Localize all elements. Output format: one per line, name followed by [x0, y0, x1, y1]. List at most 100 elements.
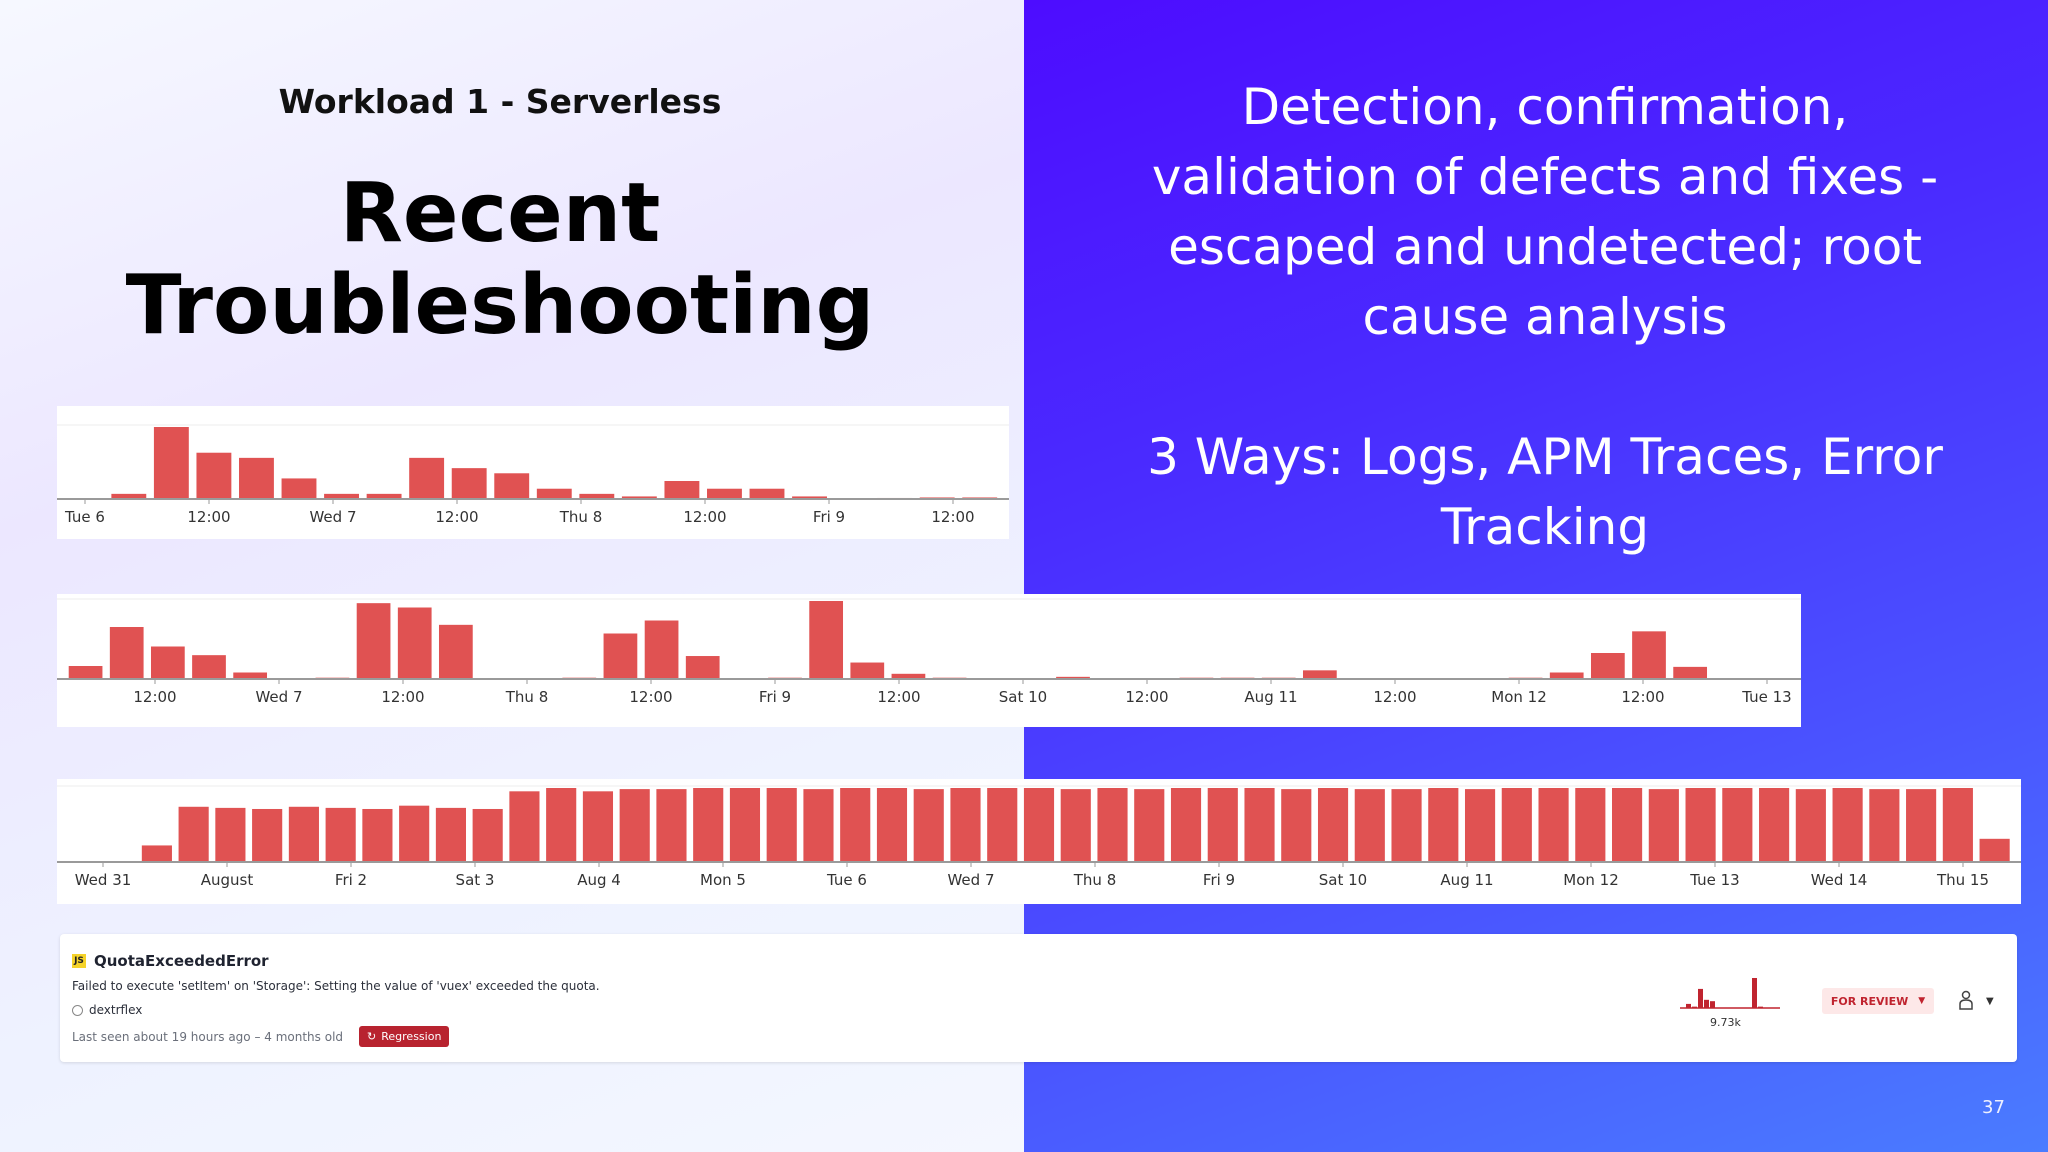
sparkline-bar: [1752, 978, 1757, 1008]
chart-bar: [1207, 788, 1238, 862]
for-review-label: FOR REVIEW: [1830, 994, 1909, 1008]
x-tick-label: Mon 12: [1491, 688, 1546, 706]
chart-bar: [435, 807, 466, 862]
x-tick-label: 12:00: [1373, 688, 1416, 706]
chart-bar: [1685, 788, 1716, 862]
x-tick-label: 12:00: [931, 508, 974, 526]
chart-bar: [239, 457, 274, 499]
x-tick-label: Thu 8: [505, 688, 549, 706]
x-tick-label: 12:00: [877, 688, 920, 706]
chart-bar: [141, 845, 172, 862]
chart-svg: 12:00 Wed 7 12:00 Thu 8 12:00 Fri 9 12:00 Sat 1…: [57, 598, 1801, 706]
regression-badge: ↻ Regression: [359, 1026, 450, 1047]
slide-subtitle: Workload 1 - Serverless: [278, 82, 722, 121]
chart-bar: [1538, 788, 1569, 862]
chart-bar: [1648, 789, 1679, 862]
chart-bar: [397, 607, 432, 679]
chart-bar: [1632, 631, 1666, 679]
chart-bar: [215, 807, 246, 862]
x-tick-label: Wed 7: [255, 688, 302, 706]
chart-bar: [1170, 788, 1202, 862]
x-tick-label: Fri 9: [759, 688, 791, 706]
chart-bar: [451, 468, 487, 499]
chart-bar: [178, 806, 209, 862]
chevron-down-icon[interactable]: ▼: [1986, 996, 1994, 1007]
x-tick-label: Fri 9: [813, 508, 845, 526]
x-tick-label: Sat 10: [999, 688, 1047, 706]
x-tick-label: Aug 11: [1440, 871, 1493, 889]
chart-bar: [1795, 789, 1826, 862]
x-tick-label: Mon 12: [1563, 871, 1618, 889]
chart-bar: [1023, 788, 1055, 862]
x-tick-label: 12:00: [133, 688, 176, 706]
x-tick-label: Wed 7: [309, 508, 356, 526]
x-tick-label: Thu 8: [1073, 871, 1117, 889]
chart-bar: [233, 672, 268, 679]
chart-bar: [356, 603, 391, 679]
chart-bar: [1134, 789, 1165, 862]
x-tick-label: Aug 4: [577, 871, 621, 889]
chart-bar: [153, 427, 189, 499]
right-paragraph-2: 3 Ways: Logs, APM Traces, Error Tracking: [1147, 428, 1943, 556]
error-app-name: dextrflex: [89, 1003, 143, 1017]
assignee-user-icon[interactable]: [1958, 989, 1974, 1011]
chart-bar: [1354, 789, 1385, 862]
x-tick-label: Tue 13: [1741, 688, 1791, 706]
right-paragraph-1: Detection, confirmation, validation of d…: [1151, 78, 1939, 346]
chart-bar: [1302, 670, 1337, 679]
x-tick-label: Wed 14: [1811, 871, 1868, 889]
chart-bar: [1244, 788, 1275, 862]
chart-bar: [509, 791, 540, 862]
error-tracking-item[interactable]: JS QuotaExceededError Failed to execute …: [60, 934, 2017, 1062]
chart-bar: [950, 788, 981, 862]
x-tick-label: 12:00: [1125, 688, 1168, 706]
chart-bar: [409, 457, 445, 499]
chart-bar: [1673, 666, 1708, 679]
regression-badge-label: Regression: [381, 1030, 442, 1043]
chart-bar: [1317, 788, 1349, 862]
chart-bar: [281, 478, 317, 499]
x-tick-label: 12:00: [381, 688, 424, 706]
x-tick-label: Thu 8: [559, 508, 603, 526]
chart-bar: [644, 620, 679, 679]
chart-bar: [1612, 788, 1643, 862]
chart-bar: [803, 789, 834, 862]
chart-bar: [1501, 788, 1532, 862]
chart-bar: [1759, 788, 1790, 862]
chart-bar: [664, 481, 700, 499]
error-title[interactable]: QuotaExceededError: [94, 952, 269, 970]
x-tick-label: Fri 9: [1203, 871, 1235, 889]
bar-chart-1: Tue 6 12:00 Wed 7 12:00 Thu 8 12:00 Fri 9 12:00: [57, 406, 1009, 539]
chart-bar: [707, 488, 742, 499]
chart-bar: [438, 624, 473, 679]
chart-bar: [1097, 788, 1128, 862]
chart-bar: [749, 488, 785, 499]
chart-bar: [579, 493, 615, 499]
x-tick-label: Mon 5: [700, 871, 746, 889]
x-tick-label: Sat 10: [1319, 871, 1367, 889]
chart-bar: [1391, 789, 1422, 862]
chart-bar: [1549, 672, 1584, 679]
x-tick-label: Thu 15: [1936, 871, 1989, 889]
chart-bar: [362, 808, 393, 862]
chart-bar: [987, 788, 1018, 862]
chart-bar: [366, 493, 402, 499]
chart-bar: [809, 601, 844, 679]
chart-bar: [68, 666, 103, 679]
chart-bar: [619, 789, 650, 862]
for-review-dropdown[interactable]: FOR REVIEW ▼: [1822, 988, 1934, 1014]
chart-bar: [1869, 789, 1900, 862]
chart-bar: [621, 496, 657, 499]
chart-bar: [325, 807, 356, 862]
chart-bar: [1832, 788, 1863, 862]
chart-bar: [729, 788, 761, 862]
javascript-icon: JS: [72, 954, 86, 968]
error-message: Failed to execute 'setItem' on 'Storage'…: [72, 979, 600, 993]
error-last-seen: Last seen about 19 hours ago – 4 months …: [72, 1029, 344, 1044]
chart-svg: Tue 6 12:00 Wed 7 12:00 Thu 8 12:00 Fri 9 12:00: [57, 424, 1009, 526]
chart-bar: [850, 662, 885, 679]
chart-bar: [288, 806, 319, 862]
chart-bar: [656, 789, 687, 862]
chart-bar: [196, 452, 232, 499]
chart-bar: [546, 788, 577, 862]
